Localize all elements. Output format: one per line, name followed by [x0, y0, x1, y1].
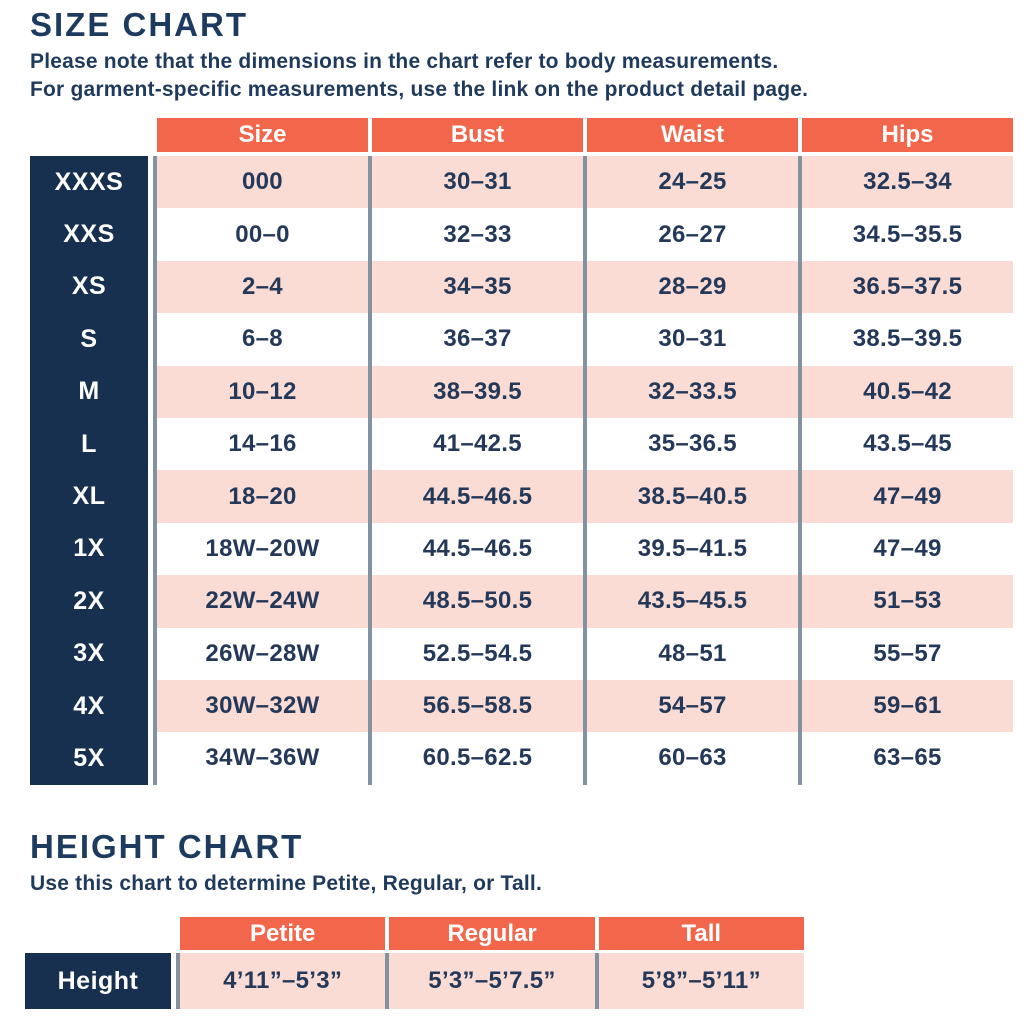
- cell-waist: 32–33.5: [583, 365, 798, 418]
- height-chart-column-header-row: Petite Regular Tall: [25, 917, 804, 950]
- size-chart-note-line2: For garment-specific measurements, use t…: [30, 77, 809, 101]
- height-chart-row: Height 4’11”–5’3” 5’3”–5’7.5” 5’8”–5’11”: [25, 953, 804, 1009]
- cell-hips: 59–61: [798, 679, 1013, 733]
- cell-size: 000: [153, 156, 368, 209]
- cell-hips: 34.5–35.5: [798, 208, 1013, 261]
- size-row-label: 1X: [30, 522, 148, 576]
- size-row-label: L: [30, 417, 148, 471]
- cell-bust: 34–35: [368, 260, 583, 314]
- table-row: XXXS 000 30–31 24–25 32.5–34: [30, 156, 1013, 209]
- cell-hips: 55–57: [798, 627, 1013, 680]
- size-chart-note: Please note that the dimensions in the c…: [30, 48, 808, 103]
- column-header-waist: Waist: [583, 118, 798, 152]
- table-row: XXS 00–0 32–33 26–27 34.5–35.5: [30, 208, 1013, 261]
- cell-size: 14–16: [153, 417, 368, 471]
- cell-height-tall: 5’8”–5’11”: [594, 953, 804, 1009]
- cell-bust: 44.5–46.5: [368, 522, 583, 576]
- cell-bust: 56.5–58.5: [368, 679, 583, 733]
- size-row-label: XXXS: [30, 156, 148, 209]
- cell-bust: 52.5–54.5: [368, 627, 583, 680]
- cell-size: 00–0: [153, 208, 368, 261]
- size-row-label: XXS: [30, 208, 148, 261]
- table-row: 2X 22W–24W 48.5–50.5 43.5–45.5 51–53: [30, 575, 1013, 628]
- cell-size: 6–8: [153, 313, 368, 366]
- cell-bust: 32–33: [368, 208, 583, 261]
- table-row: 5X 34W–36W 60.5–62.5 60–63 63–65: [30, 732, 1013, 785]
- table-row: 4X 30W–32W 56.5–58.5 54–57 59–61: [30, 679, 1013, 733]
- size-chart-header: SIZE CHART Please note that the dimensio…: [30, 8, 808, 103]
- height-chart-table: Petite Regular Tall Height 4’11”–5’3” 5’…: [25, 917, 804, 1009]
- size-row-label: S: [30, 313, 148, 366]
- table-row: 1X 18W–20W 44.5–46.5 39.5–41.5 47–49: [30, 522, 1013, 576]
- height-chart-header-spacer: [25, 917, 176, 950]
- cell-waist: 60–63: [583, 732, 798, 785]
- size-row-label: XL: [30, 470, 148, 523]
- size-chart-body: XXXS 000 30–31 24–25 32.5–34 XXS 00–0 32…: [30, 156, 1013, 785]
- height-chart-title: HEIGHT CHART: [30, 828, 304, 865]
- size-row-label: 4X: [30, 679, 148, 733]
- cell-waist: 54–57: [583, 679, 798, 733]
- cell-waist: 38.5–40.5: [583, 470, 798, 523]
- column-header-petite: Petite: [176, 917, 386, 950]
- cell-bust: 41–42.5: [368, 417, 583, 471]
- cell-hips: 40.5–42: [798, 365, 1013, 418]
- cell-waist: 48–51: [583, 627, 798, 680]
- column-header-hips: Hips: [798, 118, 1013, 152]
- size-row-label: M: [30, 365, 148, 418]
- size-chart-table: Size Bust Waist Hips XXXS 000 30–31 24–2…: [30, 118, 1013, 785]
- height-row-label: Height: [25, 953, 171, 1009]
- table-row: M 10–12 38–39.5 32–33.5 40.5–42: [30, 365, 1013, 418]
- cell-waist: 30–31: [583, 313, 798, 366]
- column-header-tall: Tall: [594, 917, 804, 950]
- cell-hips: 32.5–34: [798, 156, 1013, 209]
- cell-waist: 39.5–41.5: [583, 522, 798, 576]
- size-chart-header-spacer: [30, 118, 153, 152]
- cell-hips: 51–53: [798, 575, 1013, 628]
- height-chart-note: Use this chart to determine Petite, Regu…: [30, 872, 543, 895]
- cell-waist: 43.5–45.5: [583, 575, 798, 628]
- cell-size: 18–20: [153, 470, 368, 523]
- column-header-regular: Regular: [385, 917, 595, 950]
- cell-hips: 63–65: [798, 732, 1013, 785]
- cell-height-petite: 4’11”–5’3”: [176, 953, 386, 1009]
- cell-waist: 28–29: [583, 260, 798, 314]
- size-row-label: XS: [30, 260, 148, 314]
- cell-hips: 47–49: [798, 522, 1013, 576]
- cell-bust: 48.5–50.5: [368, 575, 583, 628]
- height-chart-header: HEIGHT CHART Use this chart to determine…: [30, 830, 542, 898]
- cell-size: 22W–24W: [153, 575, 368, 628]
- size-row-label: 3X: [30, 627, 148, 680]
- cell-waist: 35–36.5: [583, 417, 798, 471]
- size-row-label: 2X: [30, 575, 148, 628]
- table-row: S 6–8 36–37 30–31 38.5–39.5: [30, 313, 1013, 366]
- cell-size: 30W–32W: [153, 679, 368, 733]
- cell-hips: 47–49: [798, 470, 1013, 523]
- table-row: 3X 26W–28W 52.5–54.5 48–51 55–57: [30, 627, 1013, 680]
- cell-size: 34W–36W: [153, 732, 368, 785]
- column-header-size: Size: [153, 118, 368, 152]
- cell-bust: 38–39.5: [368, 365, 583, 418]
- table-row: L 14–16 41–42.5 35–36.5 43.5–45: [30, 417, 1013, 471]
- cell-bust: 36–37: [368, 313, 583, 366]
- cell-hips: 43.5–45: [798, 417, 1013, 471]
- size-chart-column-header-row: Size Bust Waist Hips: [30, 118, 1013, 152]
- cell-bust: 60.5–62.5: [368, 732, 583, 785]
- size-chart-title: SIZE CHART: [30, 6, 248, 43]
- cell-waist: 26–27: [583, 208, 798, 261]
- cell-height-regular: 5’3”–5’7.5”: [385, 953, 595, 1009]
- size-chart-note-line1: Please note that the dimensions in the c…: [30, 50, 779, 73]
- cell-bust: 44.5–46.5: [368, 470, 583, 523]
- cell-hips: 36.5–37.5: [798, 260, 1013, 314]
- cell-hips: 38.5–39.5: [798, 313, 1013, 366]
- cell-waist: 24–25: [583, 156, 798, 209]
- cell-size: 18W–20W: [153, 522, 368, 576]
- size-row-label: 5X: [30, 732, 148, 785]
- cell-size: 2–4: [153, 260, 368, 314]
- cell-size: 10–12: [153, 365, 368, 418]
- cell-bust: 30–31: [368, 156, 583, 209]
- cell-size: 26W–28W: [153, 627, 368, 680]
- table-row: XL 18–20 44.5–46.5 38.5–40.5 47–49: [30, 470, 1013, 523]
- column-header-bust: Bust: [368, 118, 583, 152]
- table-row: XS 2–4 34–35 28–29 36.5–37.5: [30, 260, 1013, 314]
